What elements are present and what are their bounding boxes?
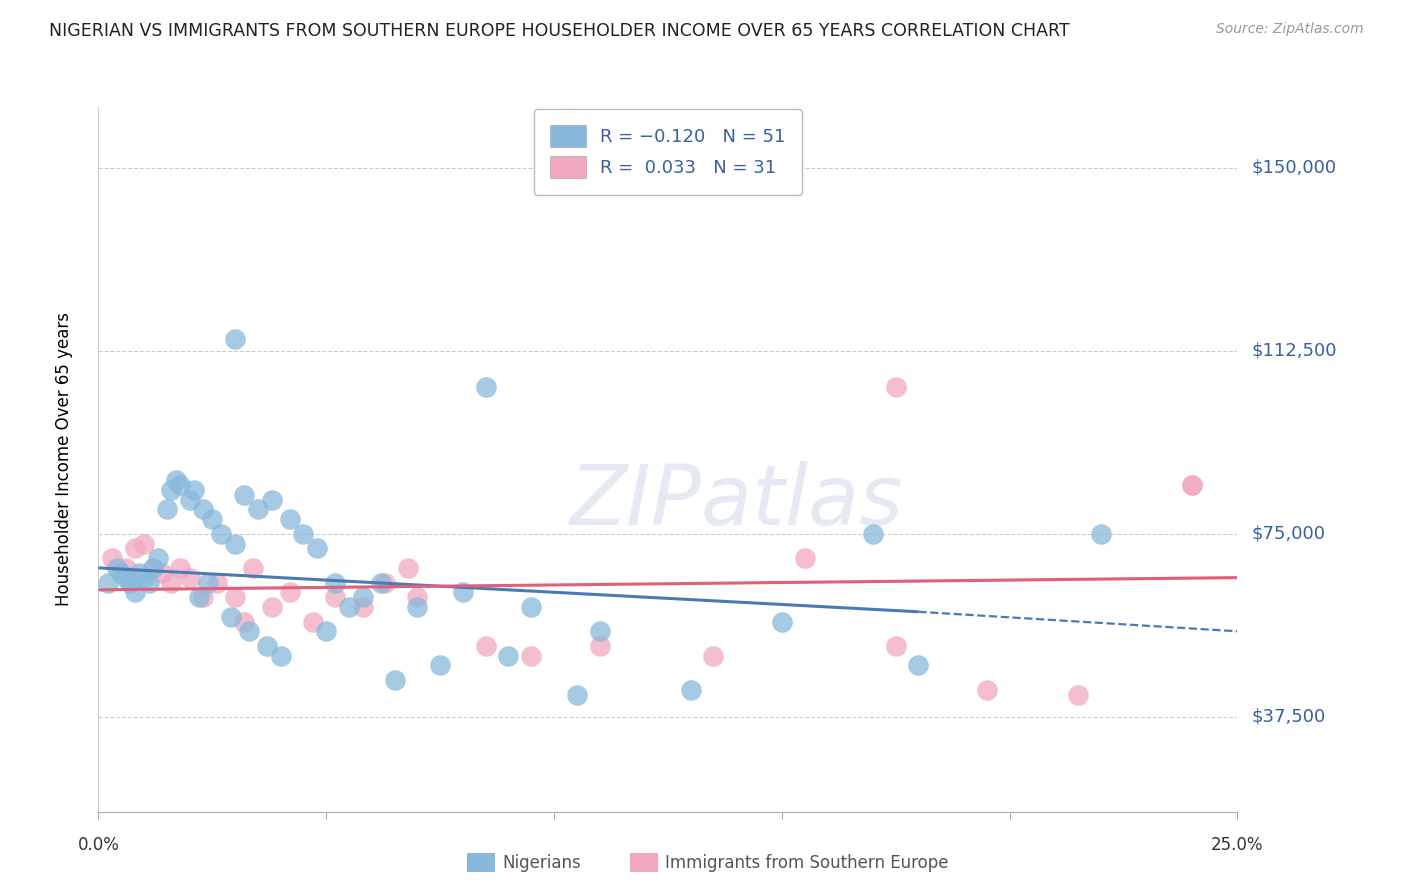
Text: ZIPatlas: ZIPatlas [569,461,903,542]
Point [260,599,283,614]
Point [219,609,242,624]
Point [1090,526,1112,541]
Point [702,648,724,663]
Point [142,561,165,575]
Point [201,512,224,526]
Point [1067,688,1090,702]
Text: $150,000: $150,000 [1251,159,1336,177]
Point [224,590,246,604]
Point [315,624,337,639]
Point [224,536,246,550]
Point [238,624,260,639]
Point [114,561,136,575]
Point [128,566,150,580]
Point [142,561,165,575]
Point [307,541,329,556]
Point [406,599,429,614]
Point [146,551,169,566]
Point [679,682,702,697]
Point [374,575,396,590]
Text: 0.0%: 0.0% [77,836,120,855]
Point [138,575,160,590]
Point [114,571,136,585]
Point [224,332,246,346]
Point [588,639,610,653]
Point [770,615,793,629]
Point [396,561,419,575]
Point [384,673,406,687]
Text: NIGERIAN VS IMMIGRANTS FROM SOUTHERN EUROPE HOUSEHOLDER INCOME OVER 65 YEARS COR: NIGERIAN VS IMMIGRANTS FROM SOUTHERN EUR… [49,22,1070,40]
Point [156,502,179,516]
Point [124,585,146,599]
Point [246,502,269,516]
Point [160,483,183,497]
Text: Immigrants from Southern Europe: Immigrants from Southern Europe [665,854,949,871]
Text: Nigerians: Nigerians [502,854,581,871]
Point [179,571,201,585]
Point [451,585,474,599]
Point [124,541,146,556]
Point [370,575,392,590]
Point [520,599,543,614]
Point [337,599,360,614]
Point [278,512,301,526]
Point [301,615,323,629]
Point [1181,478,1204,492]
Point [205,575,228,590]
Point [588,624,610,639]
Text: Source: ZipAtlas.com: Source: ZipAtlas.com [1216,22,1364,37]
Point [169,478,191,492]
Point [520,648,543,663]
Point [323,590,346,604]
Point [187,590,209,604]
Point [256,639,278,653]
Legend: R = −0.120   N = 51, R =  0.033   N = 31: R = −0.120 N = 51, R = 0.033 N = 31 [534,109,801,194]
Point [233,488,256,502]
Point [793,551,815,566]
Point [352,599,374,614]
Point [565,688,588,702]
Point [242,561,264,575]
Point [292,526,315,541]
Point [193,502,215,516]
Text: $112,500: $112,500 [1251,342,1337,359]
Point [120,575,142,590]
Point [183,483,205,497]
Point [101,551,124,566]
Point [132,571,155,585]
Point [884,380,907,394]
Point [96,575,118,590]
Point [179,492,201,507]
Point [193,590,215,604]
Point [1181,478,1204,492]
Point [429,658,451,673]
Point [862,526,884,541]
Point [976,682,998,697]
Point [233,615,256,629]
Point [105,561,128,575]
Point [209,526,232,541]
Text: $75,000: $75,000 [1251,524,1326,542]
Point [150,566,173,580]
Point [169,561,191,575]
Point [110,566,132,580]
Point [474,380,496,394]
Point [278,585,301,599]
Point [160,575,183,590]
Point [270,648,292,663]
Y-axis label: Householder Income Over 65 years: Householder Income Over 65 years [55,312,73,607]
Point [406,590,429,604]
Text: $37,500: $37,500 [1251,707,1326,725]
Point [260,492,283,507]
Point [474,639,496,653]
Text: 25.0%: 25.0% [1211,836,1264,855]
Point [907,658,929,673]
Point [132,536,155,550]
Point [498,648,520,663]
Point [197,575,219,590]
Point [165,473,187,487]
Point [884,639,907,653]
Point [323,575,346,590]
Point [352,590,374,604]
